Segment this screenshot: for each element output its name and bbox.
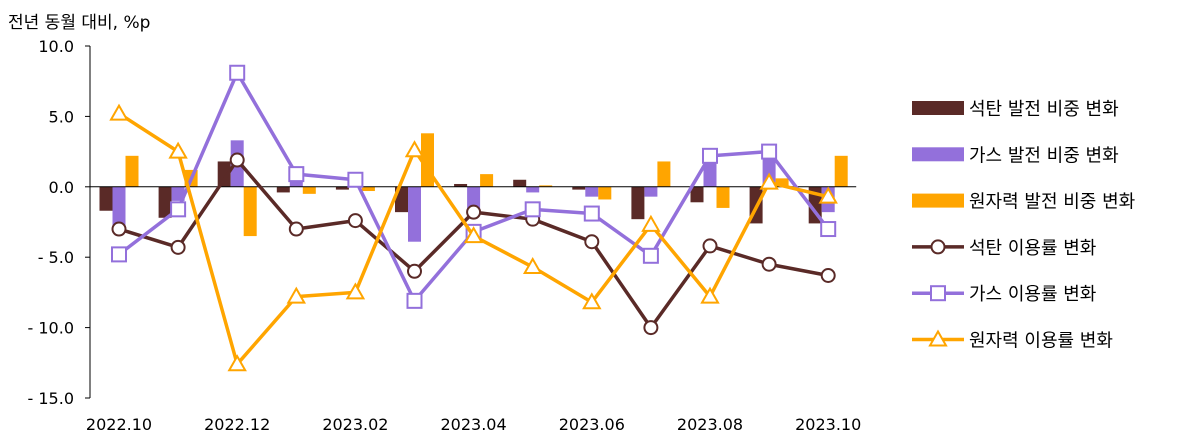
x-tick-label: 2023.10 xyxy=(795,415,861,434)
bar xyxy=(158,186,172,218)
line-point xyxy=(111,221,127,237)
y-axis-unit-label: 전년 동월 대비, %p xyxy=(8,13,151,33)
line-point xyxy=(404,140,425,158)
line-point xyxy=(820,221,837,238)
bar xyxy=(361,186,375,192)
line-point xyxy=(702,238,718,254)
y-tick-label: - 15.0 xyxy=(28,389,74,408)
line-point xyxy=(229,64,246,81)
legend-swatch xyxy=(912,147,964,162)
bar xyxy=(112,186,126,227)
legend-label: 가스 이용률 변화 xyxy=(969,284,1096,305)
line-point xyxy=(522,257,543,275)
x-tick-label: 2022.10 xyxy=(86,415,152,434)
line-point xyxy=(761,143,778,160)
bar xyxy=(631,186,645,220)
x-tick-label: 2023.08 xyxy=(677,415,743,434)
line-point xyxy=(227,354,247,372)
bar xyxy=(217,161,231,187)
line-point xyxy=(583,205,600,222)
line-point xyxy=(288,166,305,183)
bar xyxy=(302,186,316,194)
bar xyxy=(480,174,494,187)
line-point xyxy=(109,103,129,121)
legend-label: 원자력 발전 비중 변화 xyxy=(969,192,1135,213)
line-point xyxy=(930,239,946,255)
line-point xyxy=(111,246,127,263)
bar xyxy=(644,186,658,197)
line-point xyxy=(759,172,779,190)
bar xyxy=(598,186,612,200)
bar xyxy=(335,186,349,190)
legend-swatch xyxy=(912,101,964,115)
line-point xyxy=(168,141,188,159)
line-point xyxy=(463,226,484,244)
bar xyxy=(716,186,730,208)
line-point xyxy=(288,221,304,237)
line-point xyxy=(229,152,245,168)
bar xyxy=(703,160,717,187)
bar xyxy=(526,186,540,193)
legend-label: 가스 발전 비중 변화 xyxy=(969,145,1119,166)
bar xyxy=(539,185,553,187)
line-point xyxy=(818,186,838,204)
line-point xyxy=(347,213,363,229)
bar xyxy=(276,186,290,193)
bar xyxy=(125,155,139,187)
line-point xyxy=(820,268,836,284)
line-point xyxy=(347,171,364,188)
line-point xyxy=(466,204,482,220)
bar xyxy=(513,179,527,187)
line-point xyxy=(406,292,423,309)
x-tick-label: 2022.12 xyxy=(204,415,270,434)
line-point xyxy=(700,286,720,304)
line-point xyxy=(170,201,187,218)
line-point xyxy=(584,234,600,250)
line-point xyxy=(642,247,659,264)
bar xyxy=(408,186,421,242)
legend-label: 석탄 발전 비중 변화 xyxy=(969,99,1119,120)
bar xyxy=(657,161,671,187)
x-tick-label: 2023.04 xyxy=(441,415,507,434)
line-point xyxy=(928,329,948,347)
bar xyxy=(834,155,848,187)
line-point xyxy=(641,214,661,232)
bar xyxy=(775,178,789,187)
bar xyxy=(585,186,599,197)
bar xyxy=(572,186,586,190)
y-tick-label: 10.0 xyxy=(38,37,74,56)
y-tick-label: - 10.0 xyxy=(28,319,74,338)
line-point xyxy=(582,292,602,310)
line-point xyxy=(345,282,366,300)
bar xyxy=(289,179,303,187)
bar xyxy=(99,186,113,211)
line-point xyxy=(643,320,659,336)
line-point xyxy=(761,256,777,272)
line-point xyxy=(930,285,946,302)
bar xyxy=(690,186,704,203)
bar xyxy=(243,186,257,237)
x-tick-label: 2023.02 xyxy=(322,415,388,434)
bar xyxy=(454,183,468,187)
y-tick-label: 5.0 xyxy=(49,107,74,126)
legend-swatch xyxy=(912,193,964,208)
line-point xyxy=(702,147,718,164)
y-tick-label: - 5.0 xyxy=(38,248,74,267)
bar xyxy=(171,186,185,201)
line-point xyxy=(170,239,186,255)
y-tick-label: 0.0 xyxy=(49,178,74,197)
x-tick-label: 2023.06 xyxy=(559,415,625,434)
line-point xyxy=(407,263,422,279)
line-point xyxy=(524,201,541,218)
legend-label: 원자력 이용률 변화 xyxy=(969,331,1113,352)
bar xyxy=(467,186,481,210)
legend-label: 석탄 이용률 변화 xyxy=(969,238,1096,259)
line-point xyxy=(286,286,307,304)
